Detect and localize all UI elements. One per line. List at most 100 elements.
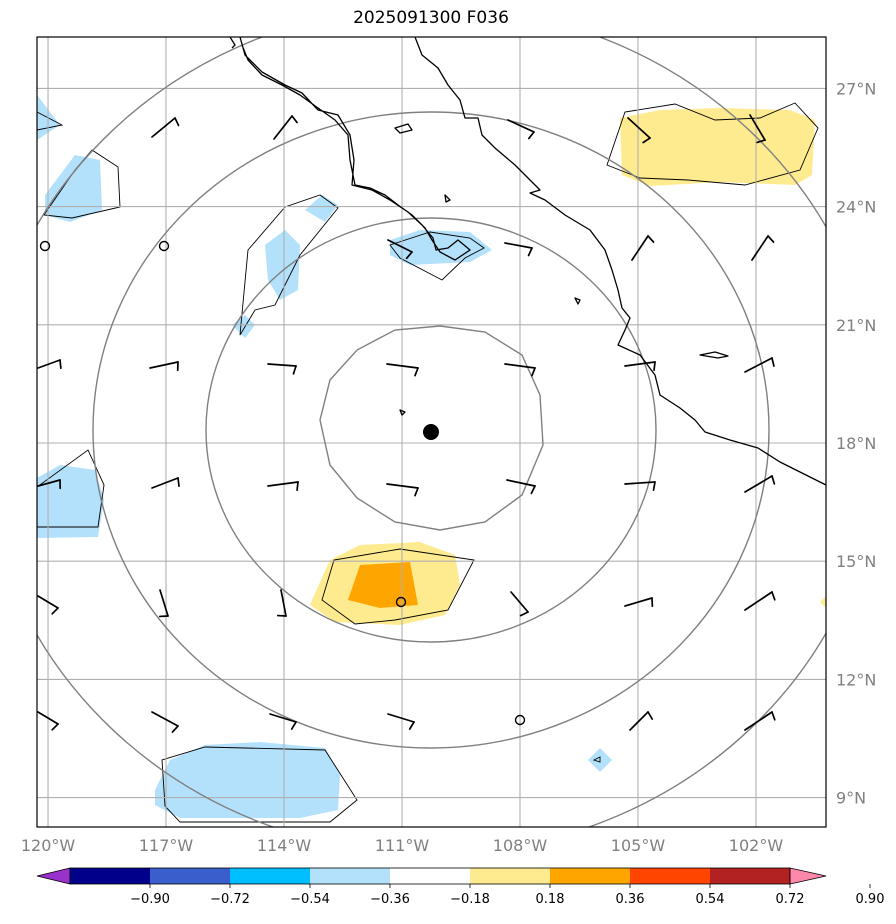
wind-barb <box>386 363 419 369</box>
positive-region <box>620 108 815 186</box>
colorbar-extend-low <box>36 867 71 885</box>
wind-barb-feather <box>653 361 656 372</box>
wind-barb <box>751 235 769 261</box>
wind-barb <box>507 119 535 133</box>
colorbar-tick-label: 0.36 <box>616 892 645 907</box>
filled-anomaly-regions <box>37 95 826 818</box>
wind-barb <box>624 481 656 485</box>
wind-barb <box>280 589 287 617</box>
storm-center-marker <box>423 424 439 440</box>
wind-barb <box>151 477 179 489</box>
positive-region <box>820 596 826 608</box>
colorbar-tick-label: −0.90 <box>130 892 170 907</box>
negative-region <box>390 230 492 265</box>
wind-barb <box>37 479 61 487</box>
calm-wind-circle <box>39 240 51 252</box>
colorbar-tick-label: −0.18 <box>450 892 490 907</box>
wind-barb-feather <box>292 365 297 375</box>
wind-barb <box>269 713 297 723</box>
map-frame <box>36 36 827 828</box>
colorbar-tick-label: −0.72 <box>210 892 250 907</box>
graticule <box>37 37 826 827</box>
wind-barb-feather <box>290 721 297 730</box>
wind-barb <box>504 363 536 369</box>
range-ring-1 <box>319 325 544 531</box>
contour-lines <box>37 102 819 823</box>
wind-barb <box>267 481 299 487</box>
island <box>699 351 729 359</box>
lon-tick-label: 114°W <box>257 836 312 855</box>
lat-tick-label: 12°N <box>836 670 876 689</box>
wind-barb <box>510 591 529 613</box>
wind-barb-feather <box>527 247 533 257</box>
wind-barb-feather <box>519 611 529 617</box>
colorbar-tick-label: 0.54 <box>696 892 725 907</box>
colorbar-tick-label: 0.72 <box>776 892 805 907</box>
colorbar-outline <box>69 867 791 885</box>
wind-barb <box>267 363 297 367</box>
calm-wind-circle <box>514 714 526 726</box>
colorbar-segment <box>470 868 551 884</box>
wind-barb-feather <box>51 723 59 731</box>
island <box>394 123 413 134</box>
colorbar-segment <box>390 868 471 884</box>
lon-tick-label: 108°W <box>493 836 548 855</box>
wind-barb <box>506 479 536 487</box>
wind-barbs <box>37 114 776 733</box>
wind-barb <box>151 117 176 138</box>
colorbar-tick-label: 0.18 <box>536 892 565 907</box>
lat-tick-label: 9°N <box>836 789 866 808</box>
island <box>229 37 236 49</box>
wind-barb-feather <box>174 117 180 127</box>
colorbar-segment <box>70 868 151 884</box>
colorbar-segment <box>310 868 391 884</box>
wind-barb-feather <box>767 235 775 243</box>
wind-barb <box>629 711 649 731</box>
longitude-tick-labels: 120°W 117°W 114°W 111°W 108°W 105°W 102°W <box>21 836 783 855</box>
range-ring-2 <box>205 217 657 643</box>
colorbar-tick-label: −0.54 <box>290 892 330 907</box>
lon-tick-label: 105°W <box>611 836 666 855</box>
wind-barb-feather <box>530 485 536 495</box>
wind-barb-feather <box>408 721 415 730</box>
wind-barb-feather <box>642 137 651 144</box>
wind-barb-feather <box>647 711 654 720</box>
wind-barb-feather <box>51 607 59 615</box>
wind-barb <box>744 591 773 611</box>
wind-barb-feather <box>296 481 299 492</box>
wind-barb <box>387 239 413 253</box>
lon-tick-label: 102°W <box>729 836 784 855</box>
lat-tick-label: 21°N <box>836 316 876 335</box>
range-ring-3 <box>92 111 770 749</box>
lon-tick-label: 120°W <box>21 836 76 855</box>
wind-barb-feather <box>771 475 776 485</box>
wind-barb-feather <box>405 251 413 260</box>
lon-tick-label: 111°W <box>375 836 430 855</box>
wind-barb-feather <box>771 711 776 721</box>
wind-barb <box>387 713 415 723</box>
negative-region <box>265 230 300 300</box>
wind-barb-feather <box>414 367 419 377</box>
range-rings <box>37 37 826 827</box>
wind-barb-feather <box>171 725 179 733</box>
wind-barb <box>624 597 653 607</box>
wind-barb-feather <box>771 357 775 367</box>
calm-wind-circle <box>395 596 407 608</box>
colorbar-tick-label: −0.36 <box>370 892 410 907</box>
negative-region <box>155 742 340 818</box>
island <box>574 297 581 305</box>
colorbar-segment <box>710 868 791 884</box>
wind-barb-feather <box>59 359 62 370</box>
latitude-tick-labels: 27°N 24°N 21°N 18°N 15°N 12°N 9°N <box>836 79 876 807</box>
wind-barb <box>159 589 169 617</box>
wind-barb <box>37 359 61 369</box>
wind-barb-feather <box>291 115 298 124</box>
wind-barb <box>631 235 649 261</box>
colorbar-segment <box>230 868 311 884</box>
lat-tick-label: 18°N <box>836 434 876 453</box>
wind-barb-feather <box>531 367 536 377</box>
lat-tick-label: 24°N <box>836 198 876 217</box>
colorbar-segment <box>550 868 631 884</box>
wind-barb <box>744 357 773 373</box>
map-title: 2025091300 F036 <box>353 8 509 28</box>
